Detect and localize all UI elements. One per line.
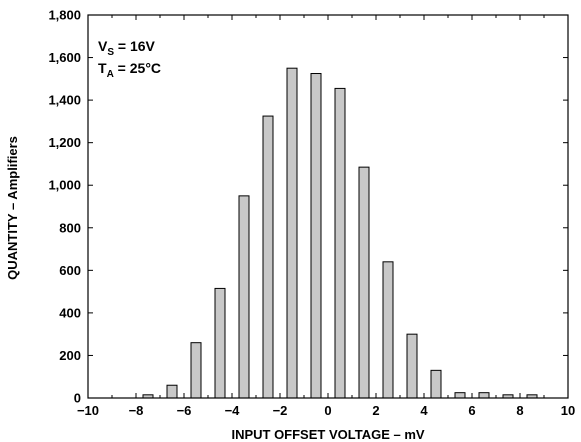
y-tick-label: 200 xyxy=(59,348,81,363)
x-tick-label: 0 xyxy=(324,403,331,418)
histogram-bar xyxy=(454,392,466,399)
x-tick-label: −4 xyxy=(225,403,241,418)
histogram-bar xyxy=(166,384,178,399)
tick-labels-group: −10 −8 −6 −4 −2 0 2 4 6 8 10 0 200 400 600 800 1,000 1,20… xyxy=(48,8,575,419)
x-tick-label: 4 xyxy=(420,403,428,418)
histogram-bar xyxy=(382,261,394,399)
x-tick-label: 8 xyxy=(516,403,523,418)
x-tick-label: 6 xyxy=(468,403,475,418)
histogram-bar xyxy=(406,333,418,399)
x-tick-label: −10 xyxy=(77,403,99,418)
y-tick-label: 1,800 xyxy=(48,8,81,23)
histogram-bar xyxy=(238,195,250,399)
histogram-bar xyxy=(214,287,226,399)
histogram-bar xyxy=(286,67,298,399)
bars-group xyxy=(142,67,538,399)
y-tick-label: 800 xyxy=(59,220,81,235)
y-tick-label: 1,000 xyxy=(48,178,81,193)
y-tick-label: 0 xyxy=(74,391,81,406)
histogram-bar xyxy=(430,369,442,399)
histogram-bar xyxy=(262,115,274,399)
x-tick-label: 2 xyxy=(372,403,379,418)
histogram-bar xyxy=(358,166,370,399)
y-tick-label: 400 xyxy=(59,305,81,320)
x-tick-label: −8 xyxy=(129,403,144,418)
ticks-group xyxy=(87,14,569,399)
x-tick-label: −6 xyxy=(177,403,192,418)
y-tick-label: 1,200 xyxy=(48,135,81,150)
y-axis-label: QUANTITY – Amplifiers xyxy=(5,136,20,280)
histogram-bar xyxy=(190,342,202,399)
y-tick-label: 1,400 xyxy=(48,93,81,108)
histogram-bar xyxy=(334,87,346,399)
y-tick-label: 600 xyxy=(59,263,81,278)
x-tick-label: 10 xyxy=(561,403,575,418)
histogram-bar xyxy=(478,392,490,399)
histogram-bar xyxy=(310,73,322,399)
annotation-ta: TA = 25°C xyxy=(98,60,161,80)
x-tick-label: −2 xyxy=(273,403,288,418)
x-axis-label: INPUT OFFSET VOLTAGE – mV xyxy=(231,427,424,442)
annotation-vs: VS = 16V xyxy=(98,38,156,58)
y-tick-label: 1,600 xyxy=(48,50,81,65)
annotations-group: VS = 16V TA = 25°C xyxy=(98,38,161,80)
